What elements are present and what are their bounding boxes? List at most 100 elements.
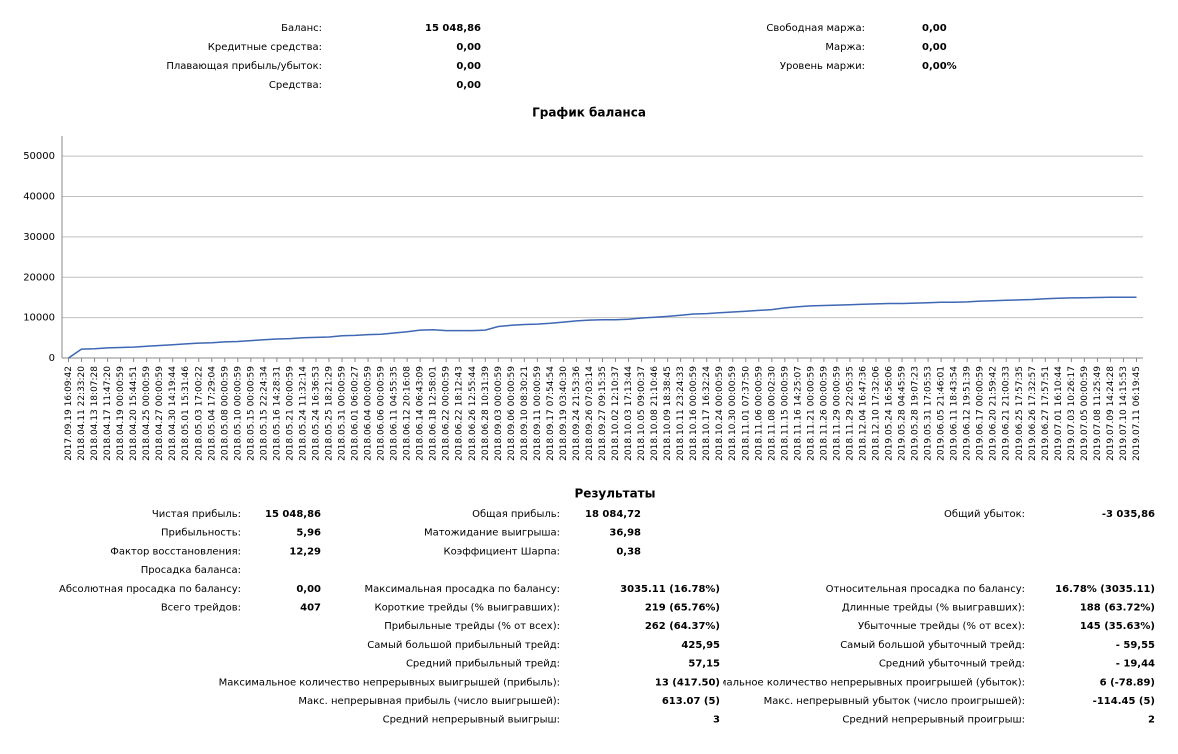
x-tick-label: 2018.05.24 11:32:14 xyxy=(298,366,308,461)
x-tick-label: 2018.05.04 17:29:04 xyxy=(207,366,217,461)
x-tick-label: 2018.10.08 21:10:46 xyxy=(650,366,660,461)
summary-value: 0,00 xyxy=(456,61,481,72)
result-label: Максимальная просадка по балансу: xyxy=(365,584,560,595)
x-tick-label: 2019.05.24 16:56:06 xyxy=(885,366,895,461)
x-tick-label: 2018.11.08 00:02:30 xyxy=(767,366,777,461)
result-label: Общий убыток: xyxy=(944,509,1025,520)
result-label: Относительная просадка по балансу: xyxy=(826,584,1025,595)
summary-label: Баланс: xyxy=(281,23,322,34)
x-tick-label: 2019.07.11 06:19:45 xyxy=(1132,366,1142,461)
result-label: Макс. непрерывный убыток (число проигрыш… xyxy=(764,696,1025,707)
x-tick-label: 2018.04.25 00:00:59 xyxy=(142,366,152,461)
result-value: 15 048,86 xyxy=(265,509,321,520)
result-value: 12,29 xyxy=(289,546,321,557)
x-tick-label: 2018.04.27 00:00:59 xyxy=(155,366,165,461)
x-tick-label: 2019.07.01 16:10:44 xyxy=(1054,366,1064,461)
x-tick-label: 2018.11.15 00:00:59 xyxy=(780,366,790,461)
summary-label: Кредитные средства: xyxy=(208,42,322,53)
x-tick-label: 2018.10.24 00:00:59 xyxy=(715,366,725,461)
result-label: Фактор восстановления: xyxy=(110,546,241,557)
x-tick-label: 2018.04.11 22:33:20 xyxy=(77,366,87,461)
summary-label: Маржа: xyxy=(825,42,865,53)
result-label: Максимальное количество непрерывных прои… xyxy=(686,677,1025,688)
result-value: 57,15 xyxy=(688,659,720,670)
result-value: 0,38 xyxy=(616,546,641,557)
x-tick-label: 2018.06.14 06:43:09 xyxy=(416,366,426,461)
x-tick-label: 2018.09.11 00:00:59 xyxy=(533,366,543,461)
x-tick-label: 2018.05.10 00:00:59 xyxy=(233,366,243,461)
balance-line xyxy=(68,296,1137,359)
summary-label: Средства: xyxy=(269,80,322,91)
x-tick-label: 2019.07.10 14:15:53 xyxy=(1119,366,1129,461)
result-value: 188 (63.72%) xyxy=(1080,603,1155,614)
x-tick-label: 2018.11.26 00:00:59 xyxy=(819,366,829,461)
x-tick-label: 2018.05.03 17:00:22 xyxy=(194,366,204,461)
x-tick-label: 2018.06.06 00:00:59 xyxy=(377,366,387,461)
result-label: Прибыльность: xyxy=(161,528,241,539)
x-tick-label: 2018.10.09 18:38:45 xyxy=(663,366,673,461)
result-label: Макс. непрерывная прибыль (число выигрыш… xyxy=(298,696,560,707)
x-tick-label: 2019.07.05 00:00:59 xyxy=(1080,366,1090,461)
result-value: 407 xyxy=(300,603,321,614)
y-tick-label: 40000 xyxy=(23,192,55,203)
x-tick-label: 2018.05.24 16:36:53 xyxy=(311,366,321,461)
summary-label: Свободная маржа: xyxy=(766,23,865,34)
summary-value: 0,00 xyxy=(922,23,947,34)
x-tick-label: 2019.06.27 17:57:51 xyxy=(1041,366,1051,461)
x-tick-label: 2019.06.12 19:51:39 xyxy=(963,366,973,461)
result-value: 613.07 (5) xyxy=(662,696,720,707)
x-tick-label: 2018.04.20 15:44:51 xyxy=(129,366,139,461)
x-tick-label: 2019.06.25 17:57:35 xyxy=(1015,366,1025,461)
x-tick-label: 2019.06.11 18:43:54 xyxy=(950,366,960,461)
summary-value: 0,00 xyxy=(456,42,481,53)
x-tick-label: 2018.06.28 10:31:39 xyxy=(481,366,491,461)
x-tick-label: 2019.07.03 10:26:17 xyxy=(1067,366,1077,461)
x-tick-label: 2017.09.19 16:09:42 xyxy=(64,366,74,461)
summary-value: 0,00% xyxy=(922,61,957,72)
x-tick-label: 2018.09.03 00:00:59 xyxy=(494,366,504,461)
result-label: Длинные трейды (% выигравших): xyxy=(842,603,1025,614)
x-tick-label: 2018.11.29 22:05:35 xyxy=(845,366,855,461)
result-label: Средний убыточный трейд: xyxy=(879,659,1025,670)
x-tick-label: 2018.04.30 14:19:44 xyxy=(168,366,178,461)
result-label: Убыточные трейды (% от всех): xyxy=(858,621,1025,632)
y-tick-label: 30000 xyxy=(23,232,55,243)
x-tick-label: 2019.06.05 21:46:01 xyxy=(937,366,947,461)
result-label: Чистая прибыль: xyxy=(152,509,241,520)
result-value: 3035.11 (16.78%) xyxy=(620,584,720,595)
result-label: Всего трейдов: xyxy=(161,603,241,614)
x-tick-label: 2018.10.02 12:10:37 xyxy=(611,366,621,461)
x-tick-label: 2019.06.26 17:32:57 xyxy=(1028,366,1038,461)
x-tick-label: 2018.06.18 12:58:01 xyxy=(429,366,439,461)
x-tick-label: 2018.11.16 14:25:07 xyxy=(793,366,803,461)
result-label: Просадка баланса: xyxy=(141,565,241,576)
x-tick-label: 2018.10.16 00:00:59 xyxy=(689,366,699,461)
summary-label: Уровень маржи: xyxy=(780,61,865,72)
x-tick-label: 2019.06.20 21:59:42 xyxy=(989,366,999,461)
y-tick-label: 50000 xyxy=(23,151,55,162)
x-tick-label: 2018.10.05 09:00:37 xyxy=(637,366,647,461)
summary-value: 0,00 xyxy=(456,80,481,91)
x-tick-label: 2018.06.04 00:00:59 xyxy=(364,366,374,461)
x-tick-label: 2018.12.04 16:47:36 xyxy=(858,366,868,461)
x-tick-label: 2018.10.11 23:24:33 xyxy=(676,366,686,461)
result-label: Короткие трейды (% выигравших): xyxy=(374,603,560,614)
result-value: 6 (-78.89) xyxy=(1100,677,1155,688)
x-tick-label: 2018.05.31 00:00:59 xyxy=(338,366,348,461)
result-value: -3 035,86 xyxy=(1102,509,1155,520)
result-value: - 59,55 xyxy=(1116,640,1155,651)
x-tick-label: 2019.05.28 04:45:59 xyxy=(898,366,908,461)
x-tick-label: 2018.06.01 06:00:27 xyxy=(351,366,361,461)
x-tick-label: 2019.05.31 17:05:53 xyxy=(924,366,934,461)
result-value: 18 084,72 xyxy=(585,509,641,520)
summary-value: 0,00 xyxy=(922,42,947,53)
summary-label: Плавающая прибыль/убыток: xyxy=(166,61,322,72)
x-tick-label: 2018.05.25 18:21:29 xyxy=(324,366,334,461)
result-label: Средний непрерывный проигрыш: xyxy=(842,715,1025,726)
result-value: 5,96 xyxy=(296,528,321,539)
x-tick-label: 2018.09.27 09:15:35 xyxy=(598,366,608,461)
result-value: 16.78% (3035.11) xyxy=(1055,584,1155,595)
y-tick-label: 20000 xyxy=(23,272,55,283)
result-value: 425,95 xyxy=(681,640,720,651)
